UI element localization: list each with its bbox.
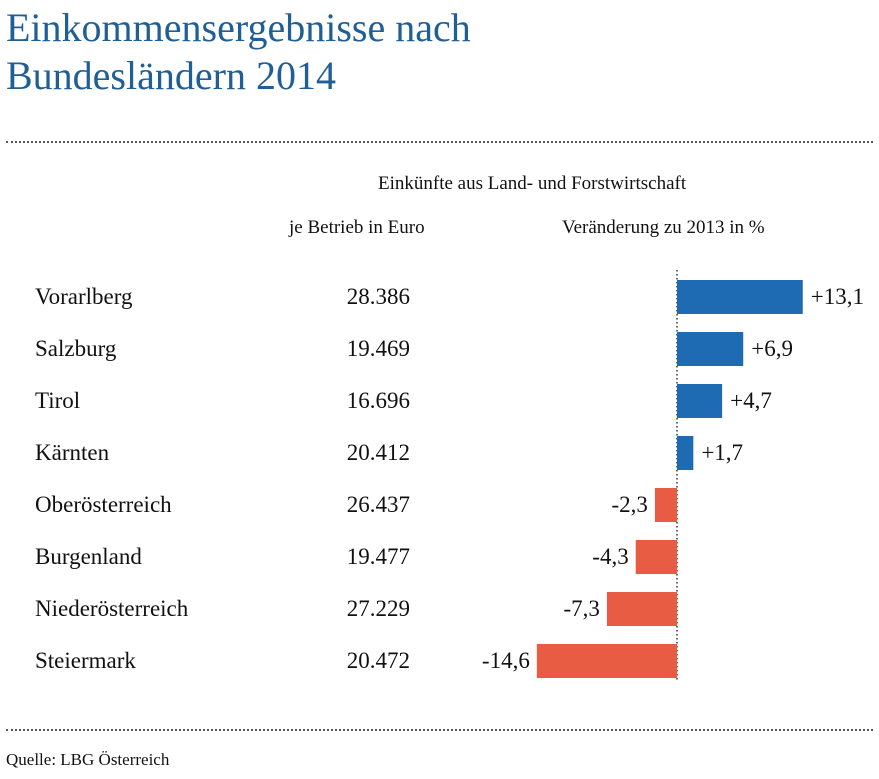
top-divider [6, 141, 873, 143]
chart-header: Einkünfte aus Land- und Forstwirtschaft [378, 173, 687, 194]
income-value: 19.469 [347, 336, 410, 361]
source-note: Quelle: LBG Österreich [6, 750, 170, 769]
income-value: 20.412 [347, 440, 410, 465]
chart-title-line-2: Bundesländern 2014 [6, 53, 336, 98]
income-column-header: je Betrieb in Euro [289, 217, 425, 238]
chart-title: Einkommensergebnisse nach Bundesländern … [6, 4, 471, 100]
category-label: Vorarlberg [35, 284, 133, 309]
bar [635, 540, 677, 574]
category-label: Tirol [35, 388, 80, 413]
income-value: 19.477 [347, 544, 410, 569]
income-value: 26.437 [347, 492, 410, 517]
bar [677, 280, 803, 314]
category-label: Niederösterreich [35, 596, 189, 621]
bar [677, 332, 744, 366]
bar [536, 644, 677, 678]
bottom-divider [6, 729, 873, 731]
category-label: Steiermark [35, 648, 136, 673]
data-label: -4,3 [592, 544, 628, 569]
data-label: +1,7 [701, 440, 743, 465]
bar [606, 592, 677, 626]
category-label: Kärnten [35, 440, 110, 465]
data-label: +4,7 [730, 388, 772, 413]
category-label: Oberösterreich [35, 492, 172, 517]
category-label: Burgenland [35, 544, 142, 569]
bar [654, 488, 677, 522]
data-label: -2,3 [611, 492, 647, 517]
category-label: Salzburg [35, 336, 117, 361]
change-column-header: Veränderung zu 2013 in % [562, 217, 765, 238]
data-label: +13,1 [811, 284, 864, 309]
data-label: -14,6 [482, 648, 530, 673]
income-value: 28.386 [347, 284, 410, 309]
bar [677, 436, 694, 470]
data-label: -7,3 [563, 596, 599, 621]
bar [677, 384, 723, 418]
income-value: 27.229 [347, 596, 410, 621]
data-label: +6,9 [751, 336, 793, 361]
income-value: 16.696 [347, 388, 410, 413]
chart-title-line-1: Einkommensergebnisse nach [6, 5, 471, 50]
income-value: 20.472 [347, 648, 410, 673]
